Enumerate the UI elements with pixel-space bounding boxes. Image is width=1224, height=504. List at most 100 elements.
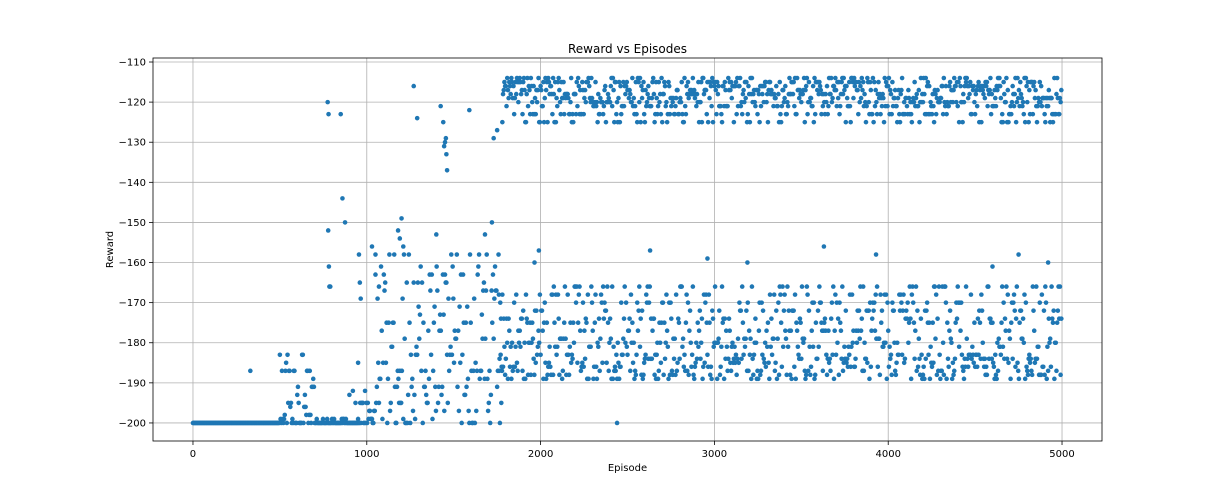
data-point [364, 420, 370, 426]
data-point [558, 111, 564, 117]
data-point [914, 91, 920, 97]
data-point [709, 376, 714, 382]
data-point [582, 87, 588, 93]
data-point [965, 95, 971, 101]
data-point [408, 352, 414, 358]
data-point [771, 91, 777, 97]
data-point [483, 336, 488, 342]
data-point [414, 344, 419, 350]
data-point [808, 95, 814, 101]
data-point [869, 111, 875, 117]
data-point [548, 83, 554, 89]
data-point [419, 368, 424, 374]
data-point [841, 75, 847, 81]
data-point [603, 119, 609, 125]
data-point [780, 344, 786, 350]
data-point [535, 87, 541, 93]
data-point [625, 352, 630, 358]
data-point [534, 99, 540, 105]
data-point [1012, 91, 1018, 97]
data-point [968, 292, 974, 297]
data-point [497, 420, 503, 426]
data-point [892, 95, 897, 101]
data-point [921, 364, 926, 370]
data-point [881, 344, 886, 350]
data-point [989, 91, 995, 97]
data-point [702, 360, 707, 366]
data-point [675, 87, 680, 93]
data-point [568, 75, 574, 81]
data-point [511, 83, 516, 89]
data-point [1057, 284, 1063, 289]
data-point [842, 87, 847, 93]
data-point [508, 91, 513, 97]
data-point [376, 400, 382, 406]
data-point [681, 364, 687, 370]
data-point [965, 356, 970, 362]
data-point [682, 75, 687, 81]
data-point [438, 328, 444, 334]
data-point [673, 103, 678, 109]
data-point [555, 79, 561, 85]
data-point [546, 79, 552, 85]
data-point [858, 95, 864, 101]
data-point [879, 103, 885, 109]
data-point [804, 75, 810, 81]
data-point [738, 308, 744, 313]
data-point [583, 99, 589, 105]
data-point [399, 368, 405, 374]
data-point [414, 115, 420, 121]
data-point [695, 320, 701, 325]
data-point [1058, 99, 1063, 105]
data-point [863, 356, 869, 362]
data-point [874, 99, 879, 105]
data-point [983, 364, 989, 370]
data-point [923, 356, 929, 362]
data-point [928, 99, 933, 105]
data-point [453, 336, 459, 342]
data-point [375, 296, 380, 301]
data-point [550, 292, 555, 297]
data-point [567, 344, 573, 350]
data-point [1050, 320, 1056, 325]
data-point [781, 99, 787, 105]
data-point [575, 75, 581, 81]
data-point [769, 316, 774, 321]
data-point [525, 103, 531, 109]
data-point [376, 284, 382, 289]
data-point [683, 111, 689, 117]
data-point [554, 344, 560, 350]
data-point [610, 376, 616, 382]
data-point [917, 356, 922, 362]
data-point [652, 119, 657, 125]
data-point [642, 119, 648, 125]
data-point [506, 95, 511, 101]
data-point [661, 372, 666, 378]
data-point [680, 111, 685, 117]
data-point [763, 364, 769, 370]
data-point [1036, 344, 1041, 350]
data-point [1010, 83, 1015, 89]
data-point [984, 79, 990, 85]
data-point [933, 292, 939, 297]
data-point [1019, 95, 1024, 101]
data-point [829, 300, 835, 305]
data-point [623, 91, 628, 97]
data-point [705, 352, 710, 358]
data-point [782, 95, 787, 101]
data-point [755, 368, 760, 374]
data-point [865, 75, 870, 81]
data-point [1027, 352, 1032, 358]
data-point [1002, 91, 1007, 97]
data-point [627, 316, 632, 321]
data-point [285, 352, 290, 358]
data-point [808, 364, 814, 370]
data-point [343, 416, 349, 422]
data-point [448, 252, 454, 257]
data-point [574, 79, 580, 85]
x-axis-label: Episode [608, 463, 647, 474]
data-point [938, 95, 944, 101]
data-point [785, 99, 790, 105]
data-point [1015, 95, 1021, 101]
data-point [630, 320, 635, 325]
